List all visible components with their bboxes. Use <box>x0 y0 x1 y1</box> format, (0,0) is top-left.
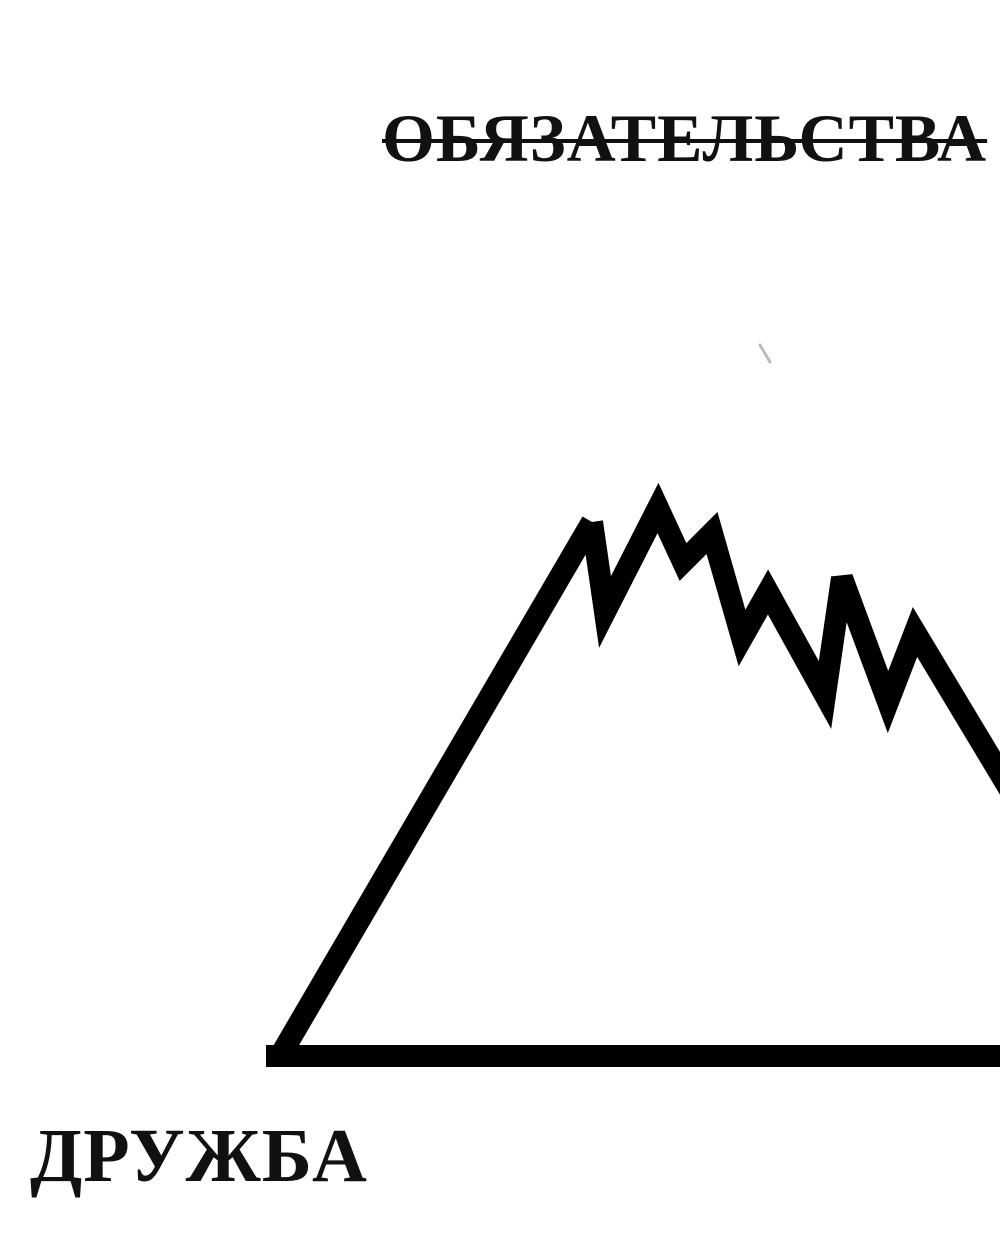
triangle-left-side <box>270 516 602 1062</box>
scan-speck <box>758 343 772 364</box>
label-friendship: ДРУЖБА <box>30 1114 368 1198</box>
label-obligations: ОБЯЗАТЕЛЬСТВА <box>382 100 988 176</box>
triangle-jagged-top-edge <box>581 482 1000 795</box>
